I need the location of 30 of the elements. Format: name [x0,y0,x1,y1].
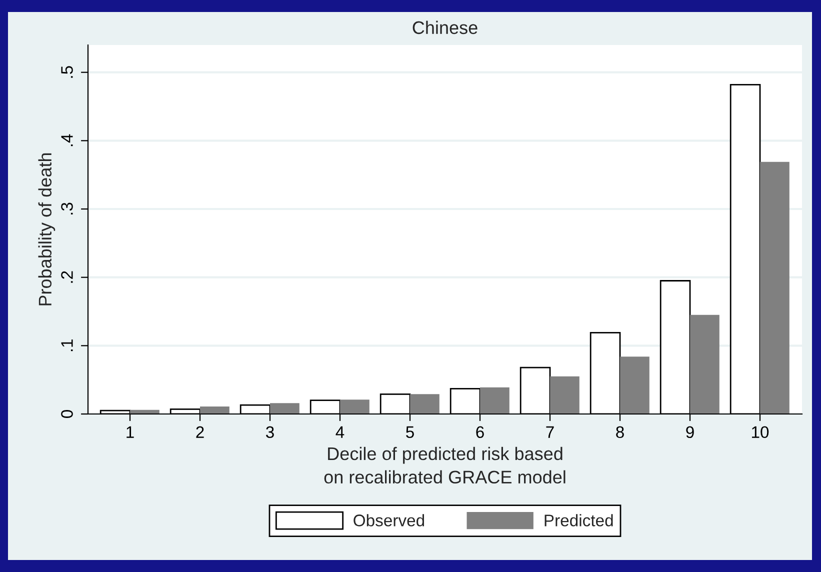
x-tick-label: 7 [546,426,554,438]
y-tick-label: .5 [61,66,73,78]
legend-label: Observed [354,514,424,526]
chart-title: Chinese [412,20,478,34]
x-tick-label: 2 [196,426,204,438]
bar [620,356,650,414]
x-tick-label: 1 [126,426,134,438]
x-axis-title: Decile of predicted risk based on recalibrated GRACE model [324,446,566,484]
x-tick-label: 9 [686,426,694,438]
y-tick-label: 0 [61,410,73,418]
y-tick-label: .4 [61,134,73,146]
x-tick-label: 4 [336,426,344,438]
y-tick-label: .1 [61,340,73,352]
bar [270,403,300,414]
bar [480,387,510,414]
bar [550,376,580,414]
bar [690,314,720,414]
x-tick-label: 6 [476,426,484,438]
y-tick-label: .2 [61,271,73,283]
y-tick-label: .3 [61,202,73,214]
bar [760,162,790,414]
x-tick-label: 5 [406,426,414,438]
x-tick-label: 10 [752,426,769,438]
x-tick-label: 3 [266,426,274,438]
y-axis-title: Probability of death [38,153,56,306]
x-tick-label: 8 [616,426,624,438]
bar [200,406,230,414]
legend-label: Predicted [544,514,613,526]
bar [340,400,370,414]
bar [410,394,440,414]
